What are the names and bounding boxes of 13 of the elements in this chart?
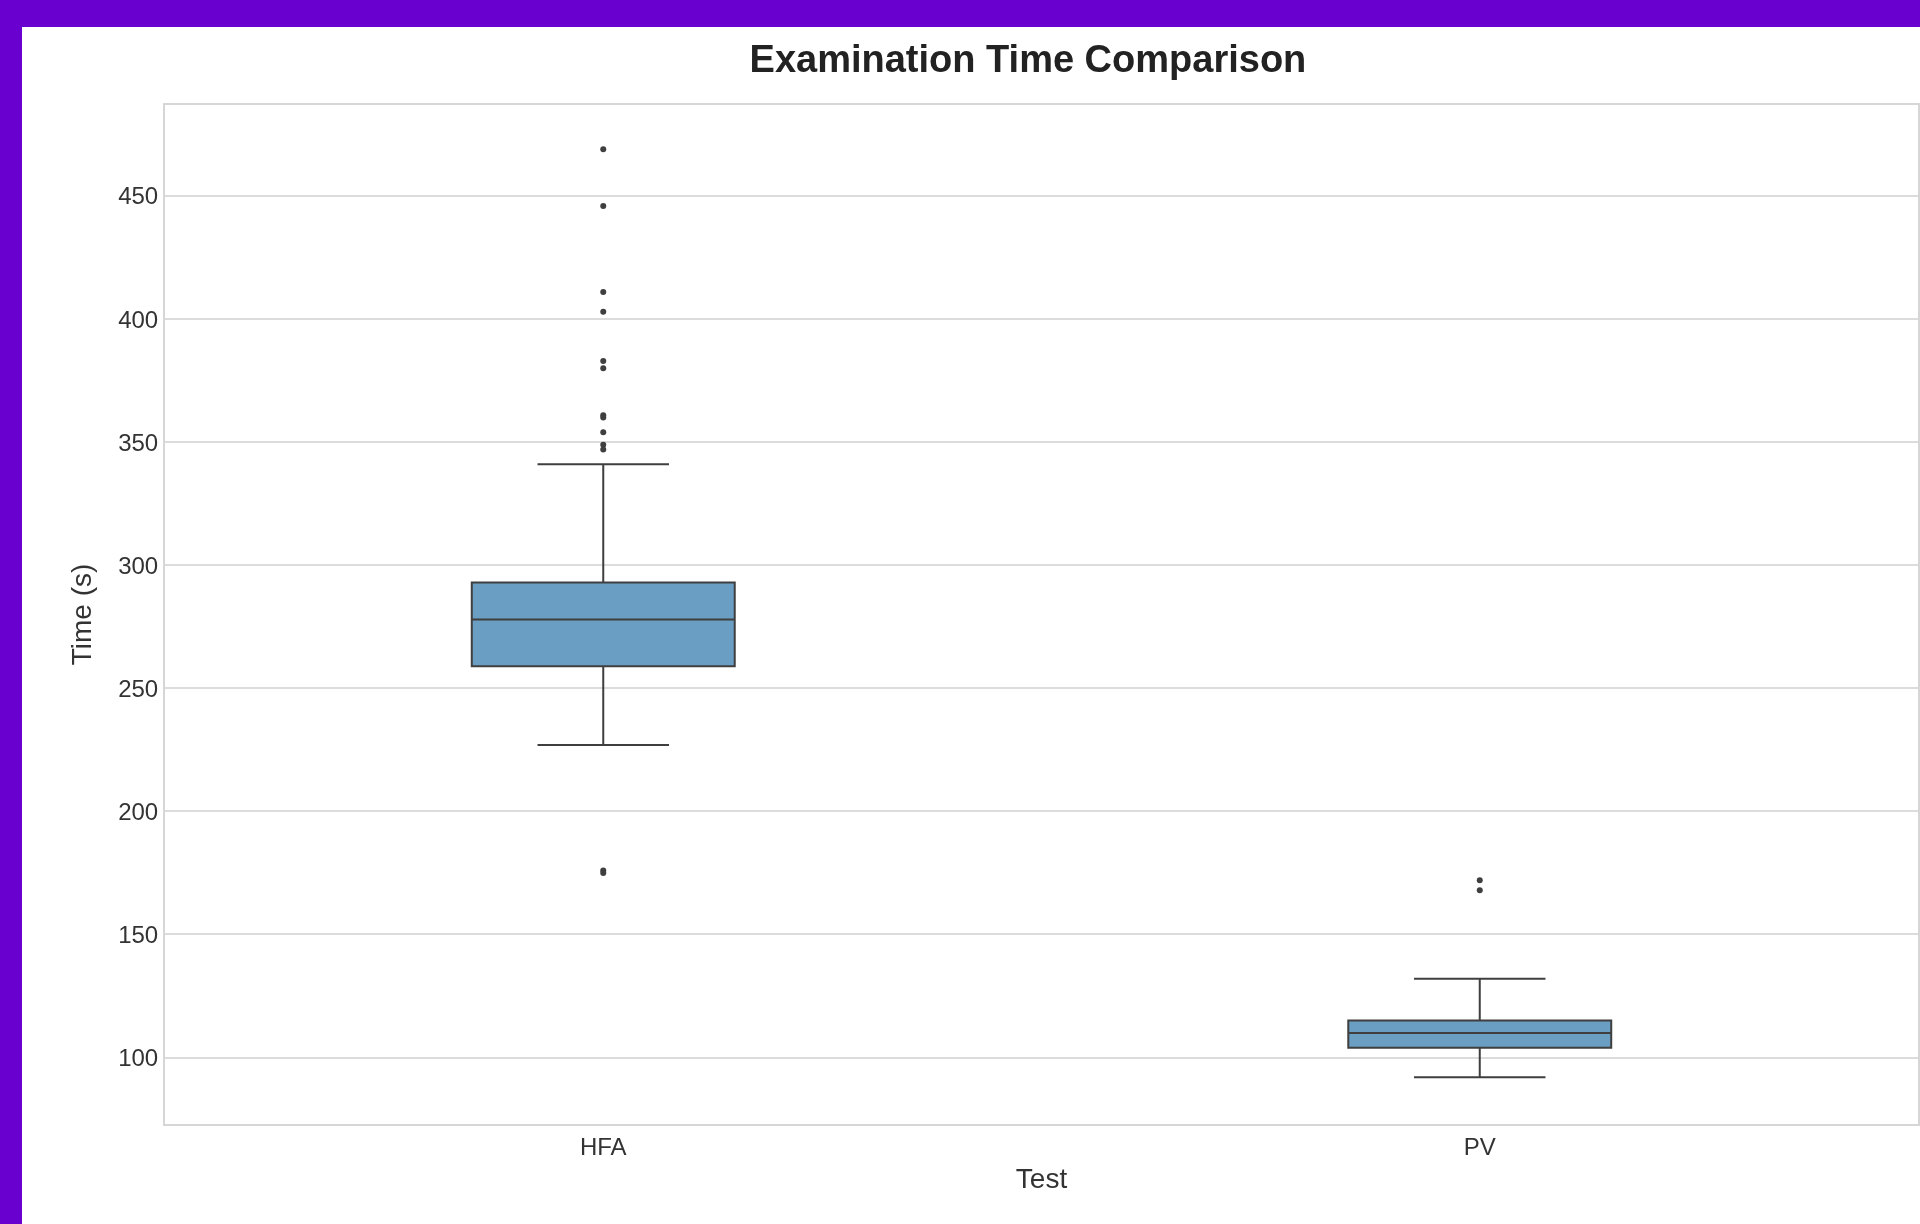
y-axis-title: Time (s) [66, 563, 98, 666]
y-tick-label: 450 [118, 182, 159, 210]
y-tick-label: 300 [118, 551, 159, 579]
y-tick-label: 250 [118, 674, 159, 702]
x-axis-title: Test [1015, 1163, 1068, 1195]
y-tick-label: 400 [118, 305, 159, 333]
x-tick-label: HFA [579, 1132, 627, 1160]
y-tick-label: 200 [118, 797, 159, 825]
y-tick-label: 100 [118, 1043, 159, 1071]
y-tick-label: 350 [118, 428, 159, 456]
chart-title: Examination Time Comparison [749, 37, 1307, 80]
x-tick-label: PV [1463, 1132, 1496, 1160]
y-tick-label: 150 [118, 920, 159, 948]
